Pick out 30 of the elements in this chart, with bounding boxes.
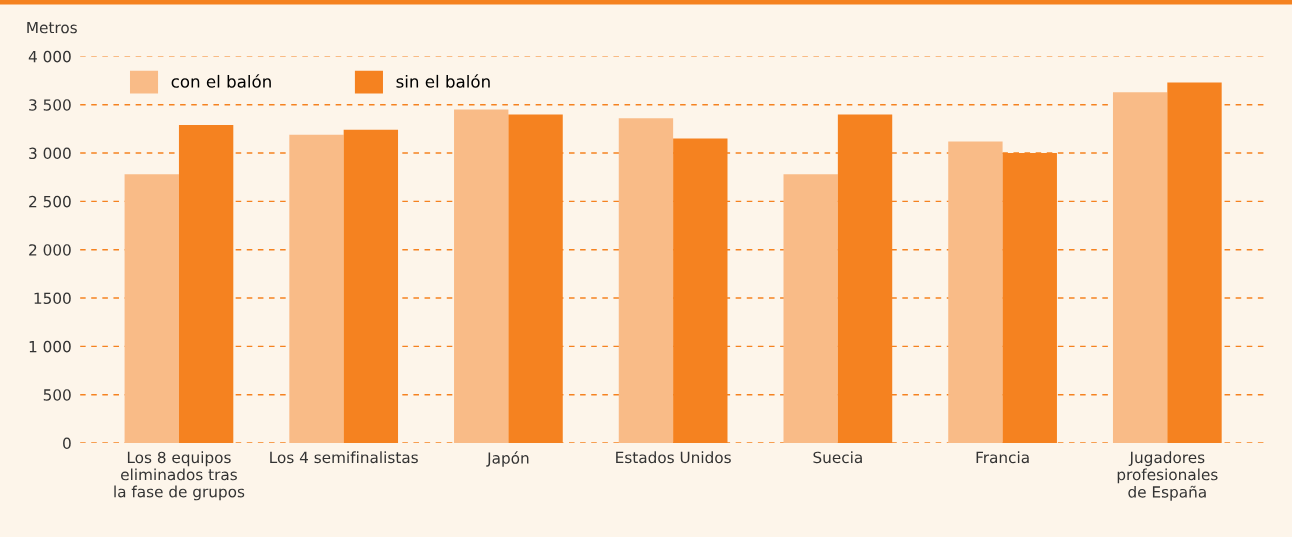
x-tick-label: Francia <box>976 451 1029 464</box>
x-tick-label: Japón <box>486 451 529 467</box>
y-tick-label: 0 <box>63 437 71 450</box>
y-tick-label: 1500 <box>34 292 71 305</box>
x-tick-label: Los 4 semifinalistas <box>270 451 418 464</box>
bar <box>178 125 234 444</box>
bar <box>454 109 509 444</box>
y-tick-label: 4 000 <box>28 50 71 63</box>
bar <box>783 174 838 444</box>
y-axis-title: Metros <box>27 21 77 34</box>
y-tick-label: 2 500 <box>29 195 71 208</box>
y-tick-label: 3 500 <box>29 99 71 111</box>
bar <box>1112 92 1168 444</box>
y-tick-label: 1 000 <box>29 340 71 353</box>
bar <box>618 118 674 444</box>
x-tick-label: Estados Unidos <box>616 451 731 464</box>
x-tick-label: Los 8 equipos eliminados tras la fase de grupos <box>114 451 245 501</box>
bar <box>508 114 563 444</box>
bar <box>124 174 179 444</box>
legend-label: sin el balón <box>396 74 490 88</box>
x-tick-label: Suecia <box>813 451 862 464</box>
legend-label: con el balón <box>171 74 271 88</box>
bar <box>1167 82 1222 444</box>
bar <box>289 134 344 444</box>
y-tick-label: 2 000 <box>29 244 71 256</box>
y-tick-label: 3 000 <box>29 147 71 160</box>
bar <box>343 129 399 444</box>
bar <box>948 141 1003 444</box>
x-tick-label: Jugadores profesionales de España <box>1117 451 1218 501</box>
y-tick-label: 500 <box>43 389 71 401</box>
